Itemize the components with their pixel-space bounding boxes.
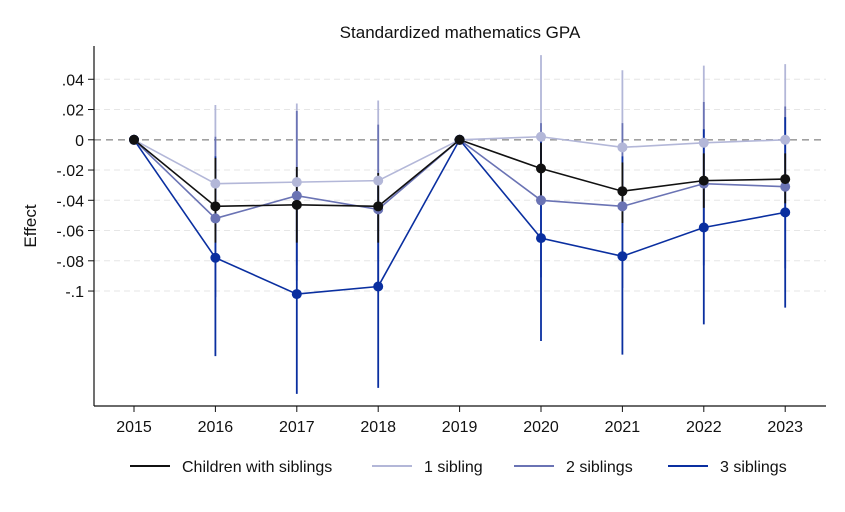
data-point-2-siblings [617, 201, 628, 212]
series-lines [133, 135, 786, 295]
x-tick-label: 2018 [360, 419, 396, 436]
y-tick-label: -.02 [56, 163, 84, 180]
x-tick-label: 2016 [198, 419, 234, 436]
data-point-3-siblings [780, 207, 791, 218]
y-tick-label: .02 [62, 103, 84, 120]
y-tick-label: -.06 [56, 224, 84, 241]
x-tick-label: 2021 [605, 419, 641, 436]
data-point-children-with-siblings [617, 186, 628, 197]
y-tick-label: .04 [62, 72, 84, 89]
legend-label-3-siblings: 3 siblings [720, 459, 787, 476]
x-tick-label: 2015 [116, 419, 152, 436]
gridlines [94, 78, 826, 292]
data-point-2-siblings [291, 190, 302, 201]
y-axis-label: Effect [21, 204, 40, 247]
legend-label-2-siblings: 2 siblings [566, 459, 633, 476]
series-line-children-with-siblings [133, 138, 786, 208]
data-point-2-siblings [536, 195, 546, 206]
data-point-children-with-siblings [454, 134, 465, 145]
confidence-intervals [214, 55, 787, 394]
y-tick-label: 0 [75, 133, 84, 150]
legend-label-children-with-siblings: Children with siblings [182, 459, 332, 476]
data-point-3-siblings [291, 289, 302, 300]
data-point-1-sibling [536, 131, 546, 142]
data-point-1-sibling [698, 137, 709, 148]
y-tick-label: -.1 [65, 284, 84, 301]
data-point-children-with-siblings [210, 201, 221, 212]
series-points [129, 131, 791, 300]
data-point-1-sibling [291, 177, 302, 188]
data-point-children-with-siblings [129, 134, 139, 145]
data-point-children-with-siblings [373, 201, 384, 212]
data-point-3-siblings [698, 222, 709, 233]
y-tick-label: -.04 [56, 193, 84, 210]
x-tick-label: 2022 [686, 419, 722, 436]
data-point-children-with-siblings [536, 163, 546, 174]
data-point-1-sibling [780, 134, 791, 145]
data-point-3-siblings [536, 233, 546, 244]
data-point-3-siblings [373, 281, 384, 292]
legend: Children with siblings 1 sibling 2 sibling… [130, 459, 787, 476]
x-tick-label: 2020 [523, 419, 559, 436]
data-point-1-sibling [373, 175, 384, 186]
data-point-3-siblings [617, 251, 628, 262]
x-tick-label: 2023 [767, 419, 803, 436]
data-point-2-siblings [780, 181, 791, 192]
data-point-1-sibling [210, 178, 221, 189]
data-point-children-with-siblings [698, 175, 709, 186]
data-point-3-siblings [210, 252, 221, 263]
y-tick-label: -.08 [56, 254, 84, 271]
data-point-1-sibling [617, 142, 628, 153]
axes: .04 .02 0 -.02 -.04 -.06 -.08 -.1 2015 2016 2017 20… [56, 46, 826, 436]
x-tick-label: 2019 [442, 419, 478, 436]
data-point-children-with-siblings [291, 199, 302, 210]
data-point-2-siblings [210, 213, 221, 224]
legend-label-1-sibling: 1 sibling [424, 459, 483, 476]
chart-title: Standardized mathematics GPA [340, 23, 581, 42]
data-point-children-with-siblings [780, 174, 791, 185]
series-line-3-siblings [133, 138, 786, 295]
x-tick-label: 2017 [279, 419, 315, 436]
